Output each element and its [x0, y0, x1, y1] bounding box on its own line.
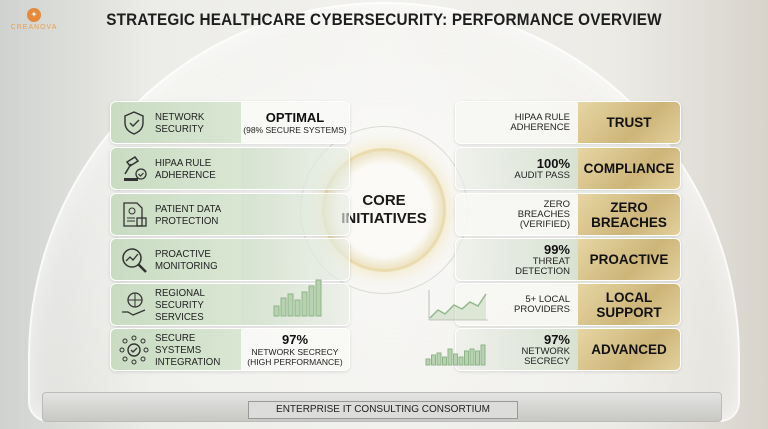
trend-line — [429, 293, 487, 319]
left-row[interactable]: SECURE SYSTEMS INTEGRATION 97% NETWORK SEC… — [110, 328, 350, 371]
left-value: 97% — [281, 332, 309, 347]
gold-badge: ZERO BREACHES — [578, 194, 680, 235]
right-text-2: SECRECY — [524, 356, 570, 367]
left-label-1: SECURE SYSTEMS — [155, 331, 202, 356]
gavel-check-icon — [124, 155, 147, 181]
right-row[interactable]: 97% NETWORK SECRECY ADVANCED — [455, 328, 681, 371]
left-label-1: NETWORK — [155, 110, 205, 123]
left-label-1: REGIONAL SECURITY — [155, 286, 205, 311]
right-text-2: DETECTION — [515, 266, 570, 277]
right-text-2: ADHERENCE — [510, 121, 570, 133]
left-row[interactable]: PATIENT DATA PROTECTION — [110, 193, 350, 236]
badge-line-1: ADVANCED — [591, 342, 667, 357]
badge-line-2: SUPPORT — [596, 304, 662, 320]
gold-badge: PROACTIVE — [578, 239, 680, 280]
bar — [464, 350, 469, 366]
right-text-1: HIPAA RULE — [514, 111, 570, 123]
right-text-2: PROVIDERS — [514, 303, 570, 315]
logo: ✦ CREANOVA — [6, 8, 62, 31]
globe-hand-icon — [122, 291, 146, 316]
left-bar-chart — [273, 279, 322, 317]
badge-line-1: LOCAL — [605, 289, 653, 305]
left-value: OPTIMAL — [265, 110, 325, 125]
bar — [431, 354, 436, 366]
left-sub2: (HIGH PERFORMANCE) — [247, 357, 343, 367]
bar — [469, 348, 475, 366]
badge-line-1: PROACTIVE — [589, 252, 669, 267]
page-title: STRATEGIC HEALTHCARE CYBERSECURITY: PERF… — [106, 10, 662, 29]
core-line2: INITIATIVES — [341, 210, 427, 227]
left-row[interactable]: PROACTIVE MONITORING — [110, 238, 350, 281]
bar — [425, 358, 431, 366]
logo-text: CREANOVA — [10, 24, 58, 31]
left-label-2: INTEGRATION — [155, 355, 221, 368]
right-row[interactable]: 100% AUDIT PASS COMPLIANCE — [455, 147, 681, 190]
right-text-1: ZERO BREACHES — [517, 198, 570, 220]
right-row[interactable]: ZERO BREACHES (VERIFIED) ZERO BREACHES — [455, 193, 681, 236]
right-text-1: NETWORK — [521, 346, 570, 357]
right-text-1: THREAT — [532, 256, 570, 267]
right-text-2: (VERIFIED) — [519, 218, 570, 230]
left-label-2: MONITORING — [155, 259, 218, 272]
bar — [453, 353, 458, 366]
left-label-2: SERVICES — [155, 310, 204, 323]
shield-network-icon — [124, 110, 144, 135]
line-chart — [428, 290, 488, 321]
bar — [458, 356, 464, 366]
badge-line-1: COMPLIANCE — [583, 161, 675, 176]
right-text-1: AUDIT PASS — [514, 170, 570, 181]
right-value: 99% — [543, 242, 570, 257]
right-row[interactable]: HIPAA RULE ADHERENCE TRUST — [455, 101, 681, 144]
gold-badge: COMPLIANCE — [578, 148, 680, 189]
bar — [294, 299, 301, 317]
core-line1: CORE — [362, 192, 406, 209]
bar — [447, 348, 453, 366]
left-label-2: PROTECTION — [155, 214, 219, 227]
trend-area — [430, 294, 486, 320]
bar — [308, 285, 315, 317]
right-value: 97% — [543, 332, 570, 347]
logo-mark-icon: ✦ — [27, 8, 41, 22]
network-check-icon — [119, 335, 149, 364]
right-row[interactable]: 99% THREAT DETECTION PROACTIVE — [455, 238, 681, 281]
left-label-1: PATIENT DATA — [155, 202, 222, 215]
bar — [315, 279, 322, 317]
left-label-2: ADHERENCE — [155, 168, 216, 181]
right-bar-chart — [425, 344, 486, 366]
bar — [480, 344, 486, 366]
right-text-1: 5+ LOCAL — [525, 293, 570, 305]
bar — [280, 297, 287, 317]
badge-line-1: TRUST — [606, 115, 652, 130]
right-value: 100% — [536, 156, 570, 171]
magnifier-trend-icon — [122, 247, 147, 273]
bar — [442, 356, 447, 366]
left-label-1: HIPAA RULE — [155, 156, 212, 169]
document-lock-icon — [123, 201, 147, 227]
gold-badge: ADVANCED — [578, 329, 680, 370]
left-label-1: PROACTIVE — [155, 247, 211, 260]
gold-badge: LOCAL SUPPORT — [578, 284, 680, 325]
left-sub: NETWORK SECRECY — [251, 347, 339, 357]
bar — [273, 305, 280, 317]
footer-plate: ENTERPRISE IT CONSULTING CONSORTIUM — [248, 401, 518, 419]
bar — [436, 352, 442, 366]
bar — [301, 291, 308, 317]
bar — [287, 293, 294, 317]
left-row[interactable]: HIPAA RULE ADHERENCE — [110, 147, 350, 190]
bar — [475, 350, 480, 366]
left-label-2: SECURITY — [155, 122, 204, 135]
gold-badge: TRUST — [578, 102, 680, 143]
badge-line-2: BREACHES — [591, 214, 667, 230]
left-sub: (98% SECURE SYSTEMS) — [243, 125, 347, 135]
badge-line-1: ZERO — [610, 199, 648, 215]
left-row[interactable]: NETWORK SECURITY OPTIMAL (98% SECURE SYSTE… — [110, 101, 350, 144]
